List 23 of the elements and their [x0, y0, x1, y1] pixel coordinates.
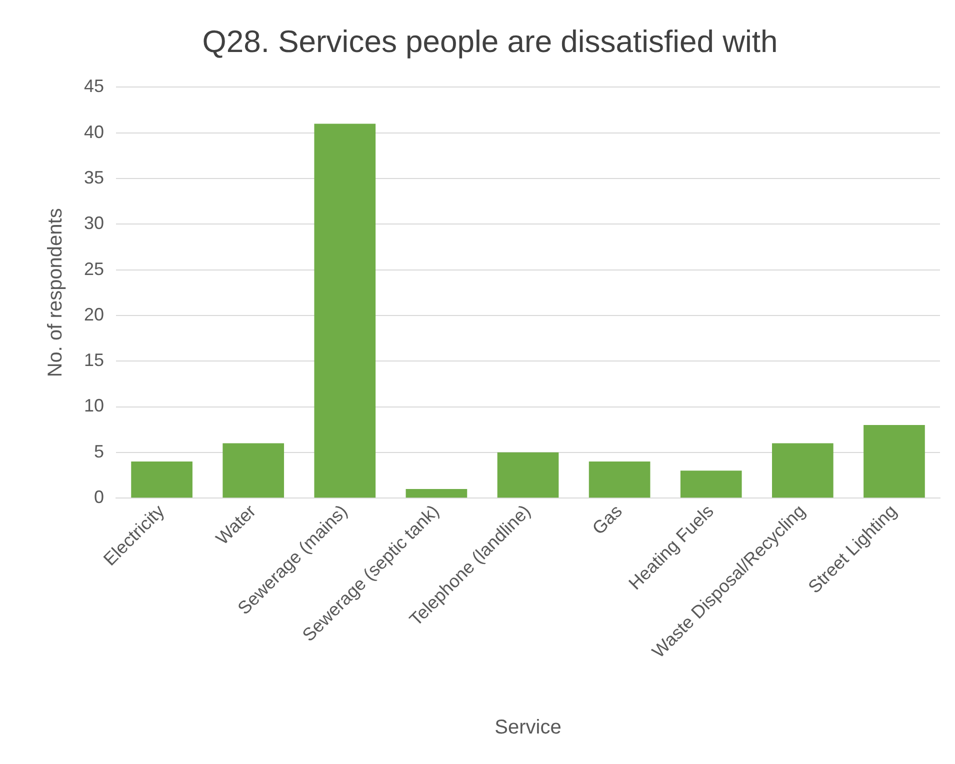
x-axis-title: Service: [494, 716, 562, 739]
bar: [406, 488, 468, 498]
bar: [588, 462, 650, 498]
y-tick-label: 30: [84, 213, 104, 234]
bar: [772, 443, 834, 498]
x-tick-label: Gas: [588, 500, 626, 538]
y-tick-label: 35: [84, 167, 104, 188]
bar: [864, 425, 925, 498]
y-tick-label: 25: [84, 258, 104, 279]
y-tick-label: 10: [84, 396, 104, 416]
y-tick-label: 15: [84, 350, 104, 370]
bar: [680, 470, 742, 498]
chart-title: Q28. Services people are dissatisfied with: [202, 24, 778, 60]
y-tick-label: 20: [84, 304, 104, 324]
bar: [222, 443, 284, 498]
y-axis-title: No. of respondents: [44, 208, 67, 378]
bar: [497, 452, 559, 498]
y-tick-label: 40: [84, 122, 104, 142]
y-tick-label: 45: [84, 76, 104, 96]
y-tick-label: 0: [94, 487, 104, 508]
bar: [131, 462, 192, 498]
y-tick-label: 5: [94, 441, 104, 462]
bar: [314, 124, 376, 498]
